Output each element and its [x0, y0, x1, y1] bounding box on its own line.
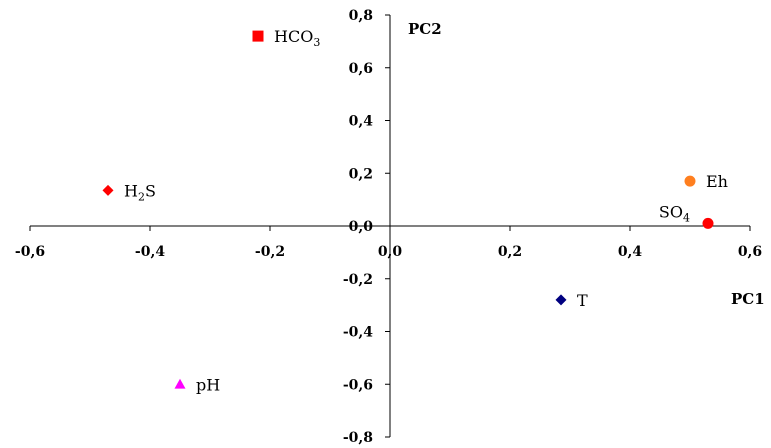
y-tick-label: 0,4: [349, 114, 374, 130]
point-t-marker: [555, 294, 567, 306]
y-tick-label: 0,2: [349, 166, 373, 182]
point-hco3-label: HCO3: [274, 27, 320, 49]
x-tick-label: -0,4: [135, 244, 165, 260]
x-tick-label: -0,6: [15, 244, 45, 260]
point-eh-marker: [684, 175, 696, 187]
x-tick-label: 0,0: [378, 244, 403, 260]
point-h2s-label: H2S: [124, 181, 156, 203]
y-tick-label: 0,6: [349, 61, 373, 77]
point-ph-marker: [174, 378, 186, 389]
point-h2s-marker: [102, 184, 114, 196]
x-tick-label: -0,2: [255, 244, 285, 260]
x-tick-label: 0,6: [738, 244, 762, 260]
point-eh-label: Eh: [706, 172, 728, 191]
x-tick-label: 0,2: [498, 244, 522, 260]
y-tick-labels: 0,8 0,6 0,4 0,2 0,0 -0,2 -0,4 -0,6 -0,8: [343, 8, 390, 446]
point-ph-label: pH: [196, 375, 220, 394]
y-tick-label: -0,8: [343, 430, 373, 446]
x-tick-labels: -0,6 -0,4 -0,2 0,0 0,2 0,4 0,6: [15, 226, 762, 260]
point-so4-marker: [702, 217, 714, 229]
point-hco3-marker: [252, 30, 264, 42]
y-tick-label: 0,0: [349, 219, 374, 235]
y-axis-title: PC2: [408, 20, 442, 38]
y-tick-label: -0,2: [343, 272, 373, 288]
point-so4-label: SO4: [659, 202, 690, 224]
y-tick-label: -0,6: [343, 377, 373, 393]
x-tick-label: 0,4: [618, 244, 643, 260]
data-points: HCO3 H2S pH Eh SO4 T: [102, 27, 728, 394]
y-tick-label: -0,4: [343, 325, 373, 341]
y-tick-label: 0,8: [349, 8, 373, 24]
x-axis-title: PC1: [731, 290, 765, 308]
point-t-label: T: [577, 291, 588, 310]
